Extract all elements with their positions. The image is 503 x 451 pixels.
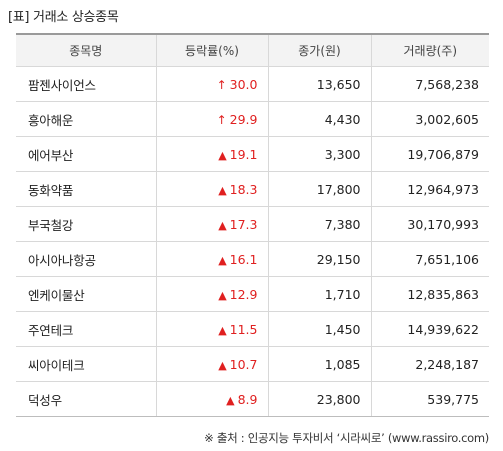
change-rate-value: 16.1 — [229, 251, 258, 267]
table-header-row: 종목명 등락률(%) 종가(원) 거래량(주) — [16, 34, 489, 67]
stock-name: 에어부산 — [16, 136, 157, 172]
rising-stocks-table: 종목명 등락률(%) 종가(원) 거래량(주) 팜젠사이언스 ↑ 30.0 13,65… — [16, 33, 489, 417]
table-row: 동화약품 ▲ 18.3 17,800 12,964,973 — [16, 171, 489, 207]
change-rate-cell: ▲ 17.3 — [155, 206, 269, 242]
closing-price: 1,450 — [267, 311, 372, 347]
stock-name: 주연테크 — [16, 311, 157, 347]
change-rate-value: 11.5 — [229, 321, 258, 337]
trading-volume: 7,568,238 — [370, 66, 489, 102]
header-volume: 거래량(주) — [370, 34, 489, 67]
change-rate-cell: ▲ 8.9 — [155, 381, 269, 417]
up-triangle-icon: ▲ — [218, 288, 227, 302]
change-rate-value: 19.1 — [229, 146, 258, 162]
table-row: 팜젠사이언스 ↑ 30.0 13,650 7,568,238 — [16, 66, 489, 102]
closing-price: 17,800 — [267, 171, 372, 207]
change-rate-value: 29.9 — [229, 111, 258, 127]
table-row: 엔케이물산 ▲ 12.9 1,710 12,835,863 — [16, 276, 489, 312]
closing-price: 7,380 — [267, 206, 372, 242]
change-rate-value: 12.9 — [229, 286, 258, 302]
change-rate-value: 30.0 — [229, 76, 258, 92]
table-row: 덕성우 ▲ 8.9 23,800 539,775 — [16, 381, 489, 417]
trading-volume: 30,170,993 — [370, 206, 489, 242]
closing-price: 3,300 — [267, 136, 372, 172]
stock-name: 동화약품 — [16, 171, 157, 207]
stock-name: 아시아나항공 — [16, 241, 157, 277]
change-rate-value: 17.3 — [229, 216, 258, 232]
trading-volume: 539,775 — [370, 381, 489, 417]
up-triangle-icon: ▲ — [218, 218, 227, 232]
upper-limit-arrow-icon: ↑ — [216, 112, 227, 127]
stock-name: 흥아해운 — [16, 101, 157, 137]
upper-limit-arrow-icon: ↑ — [216, 77, 227, 92]
table-row: 부국철강 ▲ 17.3 7,380 30,170,993 — [16, 206, 489, 242]
up-triangle-icon: ▲ — [218, 148, 227, 162]
change-rate-cell: ▲ 16.1 — [155, 241, 269, 277]
change-rate-cell: ▲ 12.9 — [155, 276, 269, 312]
closing-price: 1,710 — [267, 276, 372, 312]
source-note: ※ 출처 : 인공지능 투자비서 ‘시라씨로’ (www.rassiro.com… — [204, 431, 489, 445]
stock-name: 부국철강 — [16, 206, 157, 242]
header-stock-name: 종목명 — [16, 34, 157, 67]
table-row: 흥아해운 ↑ 29.9 4,430 3,002,605 — [16, 101, 489, 137]
change-rate-cell: ▲ 10.7 — [155, 346, 269, 382]
closing-price: 29,150 — [267, 241, 372, 277]
trading-volume: 19,706,879 — [370, 136, 489, 172]
header-closing-price: 종가(원) — [267, 34, 372, 67]
trading-volume: 14,939,622 — [370, 311, 489, 347]
change-rate-value: 10.7 — [229, 356, 258, 372]
trading-volume: 12,964,973 — [370, 171, 489, 207]
table-row: 에어부산 ▲ 19.1 3,300 19,706,879 — [16, 136, 489, 172]
stock-name: 씨아이테크 — [16, 346, 157, 382]
up-triangle-icon: ▲ — [218, 358, 227, 372]
trading-volume: 3,002,605 — [370, 101, 489, 137]
table-row: 아시아나항공 ▲ 16.1 29,150 7,651,106 — [16, 241, 489, 277]
table-row: 씨아이테크 ▲ 10.7 1,085 2,248,187 — [16, 346, 489, 382]
closing-price: 23,800 — [267, 381, 372, 417]
table-row: 주연테크 ▲ 11.5 1,450 14,939,622 — [16, 311, 489, 347]
change-rate-cell: ↑ 30.0 — [155, 66, 269, 102]
closing-price: 4,430 — [267, 101, 372, 137]
trading-volume: 7,651,106 — [370, 241, 489, 277]
up-triangle-icon: ▲ — [226, 393, 235, 407]
trading-volume: 12,835,863 — [370, 276, 489, 312]
header-change-rate: 등락률(%) — [155, 34, 269, 67]
closing-price: 1,085 — [267, 346, 372, 382]
up-triangle-icon: ▲ — [218, 323, 227, 337]
change-rate-cell: ▲ 19.1 — [155, 136, 269, 172]
change-rate-value: 18.3 — [229, 181, 258, 197]
up-triangle-icon: ▲ — [218, 253, 227, 267]
page-title: [표] 거래소 상승종목 — [8, 10, 119, 25]
change-rate-cell: ▲ 18.3 — [155, 171, 269, 207]
change-rate-cell: ▲ 11.5 — [155, 311, 269, 347]
trading-volume: 2,248,187 — [370, 346, 489, 382]
change-rate-cell: ↑ 29.9 — [155, 101, 269, 137]
closing-price: 13,650 — [267, 66, 372, 102]
up-triangle-icon: ▲ — [218, 183, 227, 197]
stock-name: 엔케이물산 — [16, 276, 157, 312]
stock-name: 덕성우 — [16, 381, 157, 417]
stock-name: 팜젠사이언스 — [16, 66, 157, 102]
change-rate-value: 8.9 — [237, 391, 258, 407]
